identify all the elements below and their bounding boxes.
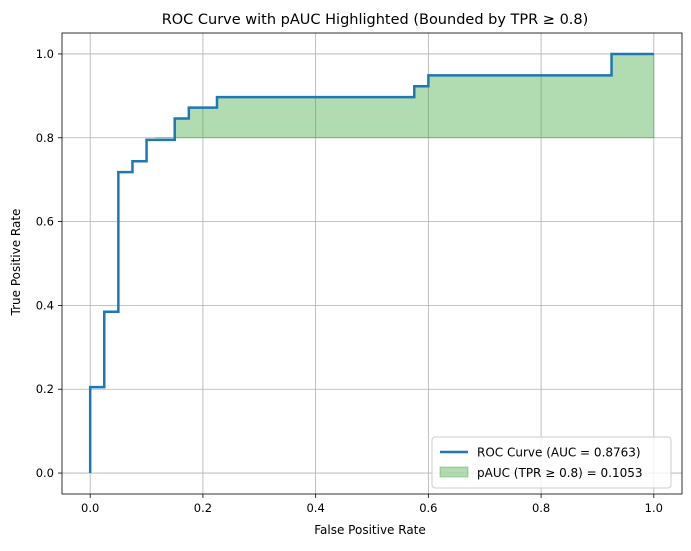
x-axis-ticks: 0.0 0.2 0.4 0.6 0.8 1.0 bbox=[81, 494, 663, 515]
legend-fill-swatch bbox=[439, 466, 469, 478]
x-tick-label: 1.0 bbox=[645, 501, 663, 515]
x-tick-label: 0.8 bbox=[532, 501, 550, 515]
legend: ROC Curve (AUC = 0.8763) pAUC (TPR ≥ 0.8… bbox=[431, 436, 672, 489]
x-axis-label: False Positive Rate bbox=[314, 523, 426, 537]
axes-frame bbox=[61, 32, 683, 495]
y-axis-ticks: 0.0 0.2 0.4 0.6 0.8 1.0 bbox=[36, 47, 62, 480]
roc-curve-series bbox=[88, 52, 654, 474]
legend-box bbox=[431, 436, 672, 489]
y-tick-label: 0.8 bbox=[36, 131, 54, 145]
chart-title: ROC Curve with pAUC Highlighted (Bounded… bbox=[162, 12, 589, 28]
y-tick-label: 0.0 bbox=[36, 466, 54, 480]
legend-label-roc: ROC Curve (AUC = 0.8763) bbox=[477, 446, 641, 460]
y-tick-label: 0.6 bbox=[36, 215, 54, 229]
x-tick-label: 0.0 bbox=[81, 501, 99, 515]
y-tick-label: 0.4 bbox=[36, 298, 54, 312]
y-tick-label: 1.0 bbox=[36, 47, 54, 61]
y-tick-label: 0.2 bbox=[36, 382, 54, 396]
legend-label-pauc: pAUC (TPR ≥ 0.8) = 0.1053 bbox=[477, 466, 643, 480]
pauc-area bbox=[155, 53, 655, 139]
x-tick-label: 0.2 bbox=[194, 501, 212, 515]
grid-lines bbox=[62, 33, 682, 494]
pauc-fill-region bbox=[155, 53, 655, 139]
x-tick-label: 0.6 bbox=[419, 501, 437, 515]
y-axis-label: True Positive Rate bbox=[9, 209, 23, 317]
roc-curve-line bbox=[88, 52, 654, 474]
x-tick-label: 0.4 bbox=[306, 501, 324, 515]
